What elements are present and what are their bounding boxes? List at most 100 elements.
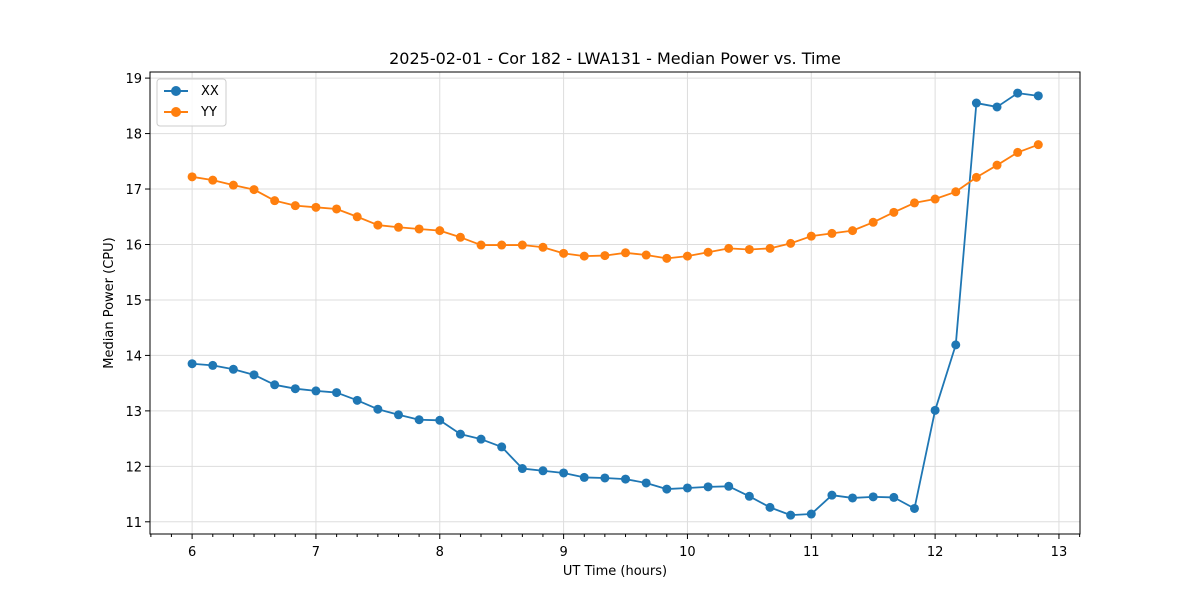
series-point-xx <box>455 429 465 439</box>
y-tick-label: 15 <box>125 294 142 309</box>
series-point-xx <box>827 490 837 500</box>
x-tick-label: 10 <box>679 545 696 560</box>
series-point-yy <box>435 226 445 236</box>
series-point-yy <box>270 196 280 206</box>
y-tick-label: 11 <box>125 516 142 531</box>
y-tick-label: 14 <box>125 349 142 364</box>
series-point-yy <box>641 250 651 260</box>
legend-marker-xx <box>171 86 181 96</box>
series-point-xx <box>517 464 527 474</box>
series-point-xx <box>208 360 218 370</box>
series-point-yy <box>889 207 899 217</box>
series-point-yy <box>373 220 383 230</box>
series-point-yy <box>786 238 796 248</box>
series-point-xx <box>1033 91 1043 101</box>
legend: XX YY <box>156 78 227 127</box>
series-point-xx <box>579 472 589 482</box>
x-tick-label: 6 <box>188 545 196 560</box>
series-point-xx <box>806 509 816 519</box>
series-point-xx <box>332 388 342 398</box>
series-point-yy <box>930 194 940 204</box>
series-point-yy <box>951 187 961 197</box>
series-point-yy <box>682 251 692 261</box>
series-point-yy <box>848 226 858 236</box>
series-point-xx <box>600 473 610 483</box>
y-tick-label: 12 <box>125 460 142 475</box>
series-point-xx <box>559 468 569 478</box>
series-point-xx <box>373 404 383 414</box>
chart-title: 2025-02-01 - Cor 182 - LWA131 - Median P… <box>389 49 841 68</box>
series-point-yy <box>868 217 878 227</box>
series-point-xx <box>497 442 507 452</box>
series-point-yy <box>703 247 713 257</box>
series-point-yy <box>1013 147 1023 157</box>
x-tick-label: 8 <box>436 545 444 560</box>
series-layer <box>187 88 1043 520</box>
series-point-xx <box>187 359 197 369</box>
series-point-yy <box>971 172 981 182</box>
series-point-yy <box>600 251 610 261</box>
series-point-xx <box>765 502 775 512</box>
series-point-yy <box>332 204 342 214</box>
series-point-yy <box>414 224 424 234</box>
y-tick-label: 19 <box>125 72 142 87</box>
y-axis-label: Median Power (CPU) <box>102 237 117 368</box>
y-grid <box>150 77 1080 523</box>
series-point-yy <box>1033 140 1043 150</box>
series-point-yy <box>290 201 300 211</box>
series-point-xx <box>909 503 919 513</box>
series-point-yy <box>187 172 197 182</box>
y-tick-label: 18 <box>125 128 142 143</box>
series-point-xx <box>724 481 734 491</box>
series-point-xx <box>270 380 280 390</box>
series-point-xx <box>352 395 362 405</box>
x-tick-label: 11 <box>803 545 820 560</box>
x-axis: 6 7 8 9 10 11 12 13 <box>150 534 1081 560</box>
series-point-xx <box>249 370 259 380</box>
series-point-yy <box>559 248 569 258</box>
series-point-yy <box>476 240 486 250</box>
series-point-yy <box>497 240 507 250</box>
series-point-yy <box>765 243 775 253</box>
series-point-xx <box>889 492 899 502</box>
series-point-xx <box>662 484 672 494</box>
series-point-xx <box>951 340 961 350</box>
series-point-xx <box>930 405 940 415</box>
series-point-yy <box>538 242 548 252</box>
series-point-xx <box>682 483 692 493</box>
series-point-xx <box>538 466 548 476</box>
series-point-xx <box>394 410 403 420</box>
x-tick-label: 9 <box>559 545 567 560</box>
series-point-yy <box>827 228 837 238</box>
series-point-yy <box>744 244 754 254</box>
legend-label-xx: XX <box>201 84 219 99</box>
series-point-xx <box>744 491 754 501</box>
series-point-yy <box>909 198 919 208</box>
series-point-xx <box>703 482 713 492</box>
series-point-xx <box>435 415 445 425</box>
series-point-xx <box>868 492 878 502</box>
series-point-yy <box>621 248 631 258</box>
y-tick-label: 13 <box>125 405 142 420</box>
series-point-yy <box>517 240 527 250</box>
plot-area-frame <box>149 71 1081 535</box>
series-point-yy <box>455 232 465 242</box>
y-axis: 11 12 13 14 15 16 17 18 19 <box>125 72 150 531</box>
series-point-xx <box>621 474 631 484</box>
legend-label-yy: YY <box>200 105 217 120</box>
series-point-xx <box>311 386 321 396</box>
series-point-yy <box>352 212 362 222</box>
x-tick-label: 13 <box>1051 545 1068 560</box>
series-point-xx <box>641 478 651 488</box>
series-point-yy <box>724 243 734 253</box>
series-point-xx <box>228 364 238 374</box>
series-point-xx <box>992 102 1002 112</box>
series-point-yy <box>579 251 589 261</box>
series-point-yy <box>228 180 238 190</box>
y-tick-label: 16 <box>125 238 142 253</box>
series-point-xx <box>414 415 424 425</box>
series-point-xx <box>786 510 796 520</box>
series-point-xx <box>848 493 858 503</box>
series-point-xx <box>971 98 981 108</box>
